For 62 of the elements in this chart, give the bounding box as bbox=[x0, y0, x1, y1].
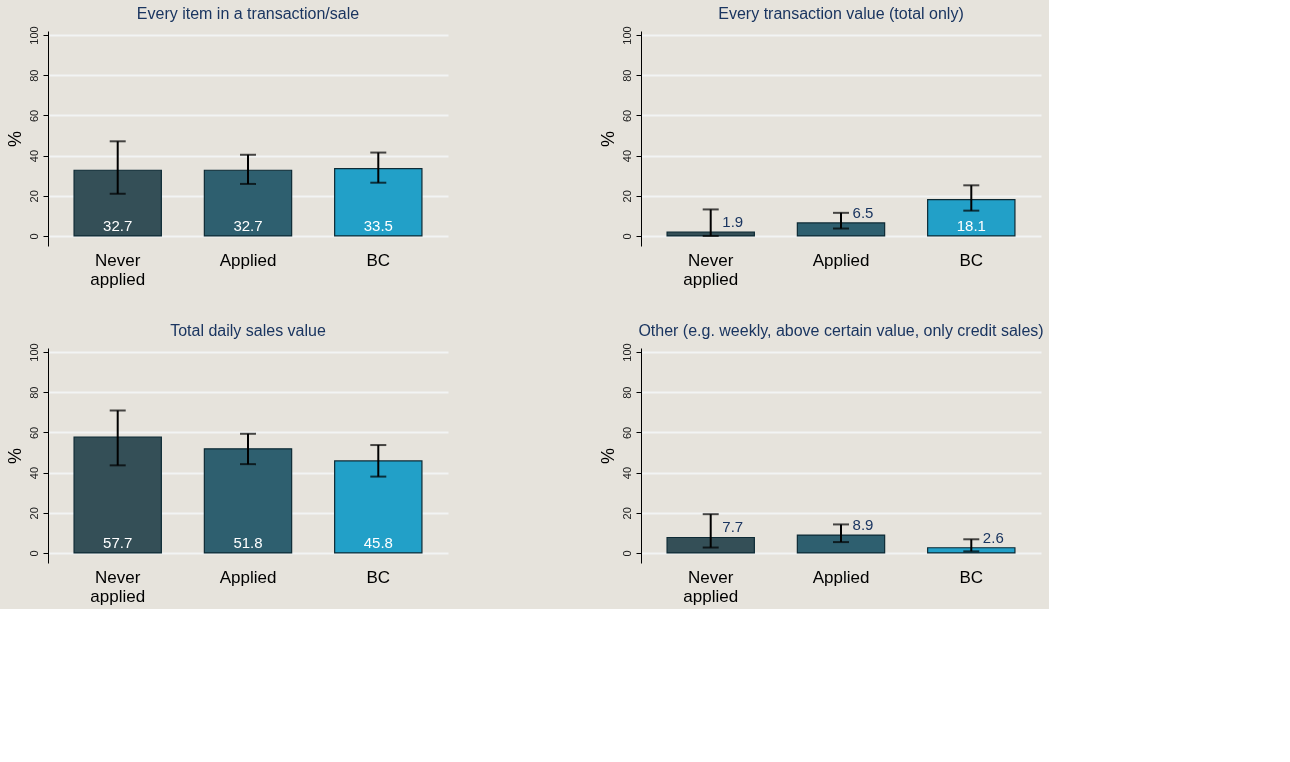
bar bbox=[666, 231, 755, 237]
y-tick-label: 100 bbox=[27, 343, 40, 362]
y-tick-label: 40 bbox=[27, 149, 40, 163]
data-label: 7.7 bbox=[722, 518, 744, 536]
y-tick-label: 40 bbox=[620, 149, 633, 163]
y-tick-label: 20 bbox=[27, 190, 40, 203]
x-tick-label: Applied bbox=[219, 250, 277, 270]
data-label: 45.8 bbox=[363, 533, 393, 551]
data-label: 51.8 bbox=[233, 533, 263, 551]
y-tick-label: 40 bbox=[27, 466, 40, 480]
y-tick-label: 40 bbox=[620, 466, 633, 480]
x-tick-label: Applied bbox=[812, 250, 870, 270]
x-tick-label: Applied bbox=[219, 567, 277, 587]
chart-title: Every transaction value (total only) bbox=[718, 4, 964, 22]
y-tick-label: 100 bbox=[620, 343, 633, 362]
x-tick-label: Never applied bbox=[90, 250, 146, 289]
y-tick-label: 0 bbox=[620, 550, 633, 557]
x-tick-label: BC bbox=[959, 567, 984, 587]
data-label: 18.1 bbox=[956, 216, 986, 234]
y-axis-title: % bbox=[4, 447, 25, 465]
data-label: 57.7 bbox=[103, 533, 133, 551]
y-tick-label: 0 bbox=[27, 550, 40, 557]
x-tick-label: BC bbox=[366, 250, 391, 270]
data-label: 32.7 bbox=[233, 216, 263, 234]
y-tick-label: 60 bbox=[27, 426, 40, 440]
data-label: 8.9 bbox=[852, 516, 874, 534]
y-tick-label: 20 bbox=[620, 190, 633, 203]
bar bbox=[796, 222, 886, 237]
y-tick-label: 100 bbox=[27, 26, 40, 45]
y-tick-label: 100 bbox=[620, 26, 633, 45]
bar bbox=[927, 198, 1016, 237]
data-label: 33.5 bbox=[363, 216, 393, 234]
bar bbox=[73, 436, 162, 554]
x-tick-label: Never applied bbox=[683, 250, 739, 289]
bar bbox=[203, 448, 293, 554]
y-tick-label: 0 bbox=[27, 233, 40, 240]
x-tick-label: BC bbox=[366, 567, 391, 587]
chart-title: Other (e.g. weekly, above certain value, only credit sales) bbox=[638, 321, 1044, 339]
x-tick-label: BC bbox=[959, 250, 984, 270]
data-label: 6.5 bbox=[852, 203, 874, 221]
y-axis-title: % bbox=[4, 130, 25, 148]
y-tick-label: 80 bbox=[620, 386, 633, 399]
y-axis-title: % bbox=[597, 447, 618, 465]
y-tick-label: 0 bbox=[620, 233, 633, 240]
x-tick-label: Never applied bbox=[683, 567, 739, 606]
chart-title: Total daily sales value bbox=[170, 321, 326, 339]
y-tick-label: 60 bbox=[620, 109, 633, 123]
data-label: 2.6 bbox=[982, 528, 1004, 546]
data-label: 32.7 bbox=[103, 216, 133, 234]
y-tick-label: 60 bbox=[620, 426, 633, 440]
y-tick-label: 20 bbox=[27, 507, 40, 520]
bar bbox=[334, 460, 423, 554]
x-tick-label: Never applied bbox=[90, 567, 146, 606]
y-tick-label: 60 bbox=[27, 109, 40, 123]
y-axis-title: % bbox=[597, 130, 618, 148]
y-tick-label: 80 bbox=[27, 386, 40, 399]
y-tick-label: 80 bbox=[620, 69, 633, 82]
data-label: 1.9 bbox=[722, 213, 744, 231]
chart-title: Every item in a transaction/sale bbox=[136, 4, 360, 22]
y-tick-label: 80 bbox=[27, 69, 40, 82]
x-tick-label: Applied bbox=[812, 567, 870, 587]
y-tick-label: 20 bbox=[620, 507, 633, 520]
